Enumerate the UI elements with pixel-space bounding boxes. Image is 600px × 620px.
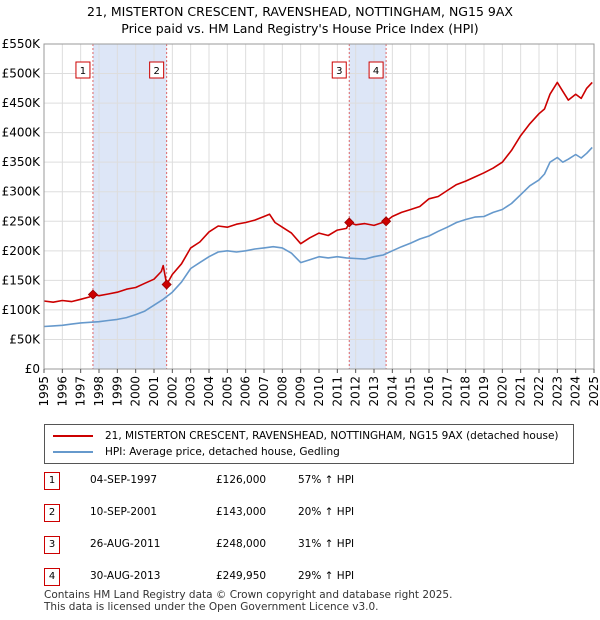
transaction-price: £143,000 [216,506,267,518]
y-tick-label: £250K [2,214,42,228]
y-tick-label: £50K [9,332,41,346]
sale-label-number: 3 [336,66,342,77]
sale-markers [87,216,392,300]
x-tick-label: 2017 [440,376,454,407]
hpi-series-line [43,146,593,328]
x-tick-label: 2002 [165,376,179,407]
sale-label-box [75,61,91,79]
legend-swatch-hpi [53,451,93,453]
y-axis-ticks: £0 £50K £100K £150K £200K £250K £300K £350K £400… [2,37,42,376]
sale-label-box [149,61,165,79]
transaction-price: £248,000 [216,538,267,550]
x-tick-label: 2004 [202,376,216,407]
property-series-line [43,81,593,304]
table-row: 3 26-AUG-2011 £248,000 31% ↑ HPI [44,536,464,556]
sale-marker [344,217,355,228]
transaction-number-badge: 2 [44,504,60,522]
y-tick-label: £300K [2,185,42,199]
transaction-hpi-change: 57% ↑ HPI [298,474,355,486]
y-tick-label: £0 [25,362,40,376]
table-row: 2 10-SEP-2001 £143,000 20% ↑ HPI [44,504,464,524]
sale-label-box [368,61,384,79]
sale-label-number: 1 [80,66,86,77]
footer-line-licence: This data is licensed under the Open Gov… [44,601,379,613]
shaded-range [349,44,387,369]
x-tick-label: 2018 [459,376,473,407]
y-tick-label: £400K [2,126,42,140]
table-row: 4 30-AUG-2013 £249,950 29% ↑ HPI [44,568,464,588]
sale-label-number: 4 [373,66,379,77]
x-tick-label: 2007 [257,376,271,407]
x-tick-label: 2022 [532,376,546,407]
legend-item-hpi: HPI: Average price, detached house, Gedl… [53,444,340,460]
x-axis-ticks: 1995 1996 1997 1998 1999 2000 2001 2002 2003 2004… [37,369,600,407]
sale-label-box [331,61,347,79]
legend-label-property: 21, MISTERTON CRESCENT, RAVENSHEAD, NOTT… [105,430,559,442]
x-tick-label: 2024 [569,376,583,407]
y-tick-label: £450K [2,96,42,110]
chart-title-line1: 21, MISTERTON CRESCENT, RAVENSHEAD, NOTT… [87,4,513,19]
legend: 21, MISTERTON CRESCENT, RAVENSHEAD, NOTT… [44,424,574,464]
y-tick-label: £350K [2,155,42,169]
transaction-number-badge: 1 [44,472,60,490]
x-tick-label: 2016 [422,376,436,407]
x-tick-label: 2019 [477,376,491,407]
x-tick-label: 2001 [147,376,161,407]
x-tick-label: 2008 [275,376,289,407]
transaction-date: 04-SEP-1997 [90,474,158,486]
x-tick-label: 1995 [37,376,51,407]
transaction-hpi-change: 31% ↑ HPI [298,538,355,550]
y-tick-label: £500K [2,67,42,81]
transaction-price: £249,950 [216,570,267,582]
footer-line-copyright: Contains HM Land Registry data © Crown c… [44,589,453,601]
transaction-price: £126,000 [216,474,267,486]
legend-swatch-property [53,435,93,437]
series-lines [43,81,593,328]
price-chart: £0 £50K £100K £150K £200K £250K £300K £350K £400… [2,37,600,407]
legend-label-hpi: HPI: Average price, detached house, Gedl… [105,446,340,458]
sale-marker [87,289,99,300]
legend-item-property: 21, MISTERTON CRESCENT, RAVENSHEAD, NOTT… [53,428,559,444]
x-tick-label: 2000 [129,376,143,407]
sale-label-number: 2 [153,66,159,77]
x-tick-label: 2020 [495,376,509,407]
x-tick-label: 1998 [92,376,106,407]
y-tick-label: £150K [2,273,42,287]
transaction-hpi-change: 29% ↑ HPI [298,570,355,582]
y-tick-label: £100K [2,303,42,317]
chart-title-line2: Price paid vs. HM Land Registry's House … [121,21,479,36]
sale-marker [381,216,392,227]
x-tick-label: 2010 [312,376,326,407]
transaction-date: 26-AUG-2011 [90,538,161,550]
transaction-hpi-change: 20% ↑ HPI [298,506,355,518]
x-tick-label: 2023 [550,376,564,407]
x-tick-label: 2013 [367,376,381,407]
x-tick-label: 2011 [330,376,344,407]
x-tick-label: 2014 [385,376,399,407]
transaction-number-badge: 4 [44,568,60,586]
transaction-date: 30-AUG-2013 [90,570,161,582]
y-tick-label: £550K [2,37,42,51]
transaction-date: 10-SEP-2001 [90,506,158,518]
table-row: 1 04-SEP-1997 £126,000 57% ↑ HPI [44,472,464,492]
x-tick-label: 2006 [239,376,253,407]
sale-marker [161,279,172,290]
x-tick-label: 2005 [220,376,234,407]
x-tick-label: 2012 [349,376,363,407]
transaction-number-badge: 3 [44,536,60,554]
y-tick-label: £200K [2,244,42,258]
x-tick-label: 1999 [110,376,124,407]
x-tick-label: 2009 [294,376,308,407]
x-tick-label: 1997 [74,376,88,407]
x-tick-label: 2025 [587,376,600,407]
x-tick-label: 1996 [55,376,69,407]
x-tick-label: 2003 [184,376,198,407]
x-tick-label: 2021 [514,376,528,407]
footer-attribution: Contains HM Land Registry data © Crown c… [44,589,452,613]
sale-labels: 1 2 3 4 [75,61,384,79]
x-tick-label: 2015 [404,376,418,407]
shaded-ranges [92,44,387,369]
